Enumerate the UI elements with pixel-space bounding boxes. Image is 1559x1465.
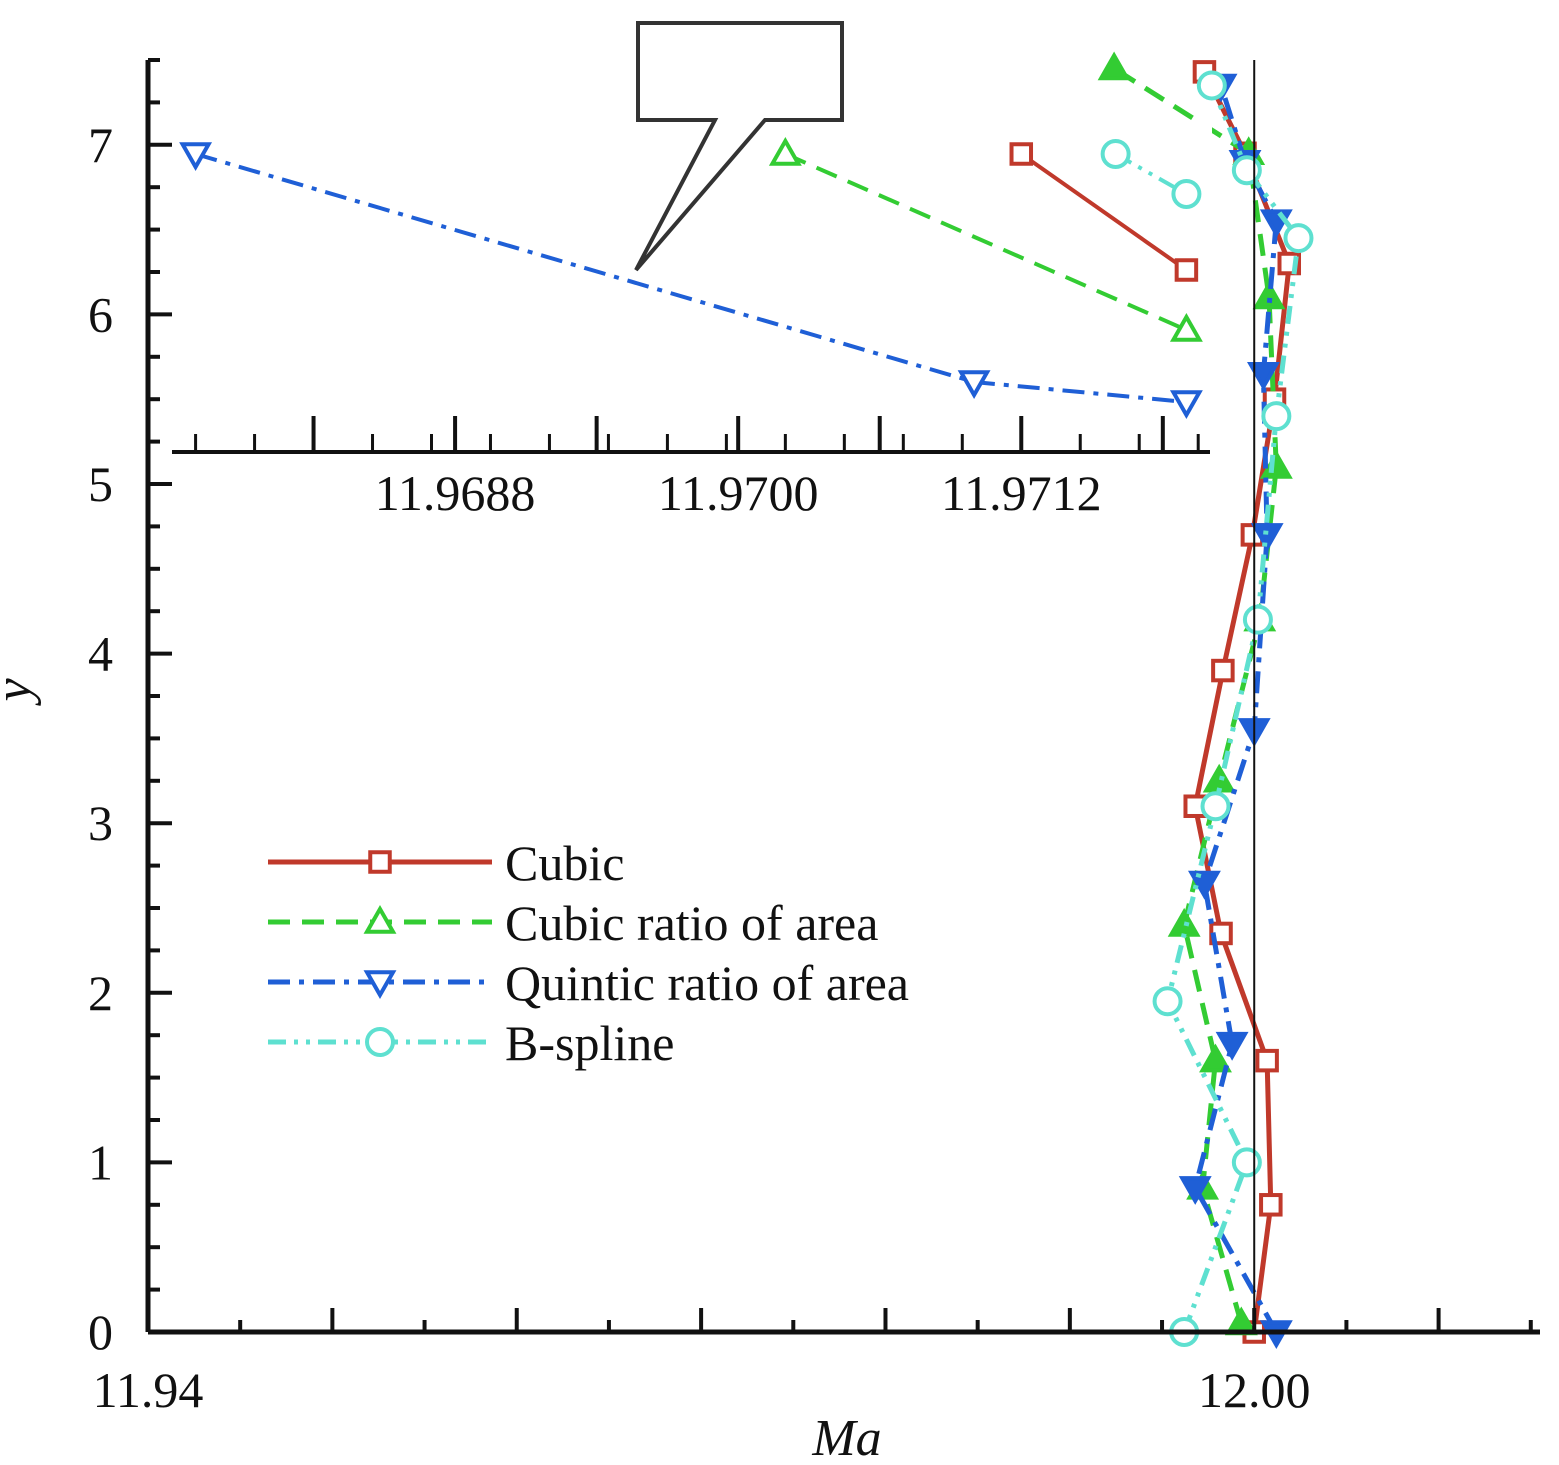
legend-label-b-spline: B-spline	[505, 1015, 674, 1071]
y-tick-label-3: 3	[88, 795, 113, 851]
data-point-cubic-2	[1255, 1048, 1279, 1073]
zoom-callout	[634, 21, 844, 272]
y-tick-label-5: 5	[88, 456, 113, 512]
inset-series-group	[179, 136, 1203, 420]
zoom-inset: 11.9688 11.9700 11.9712	[172, 120, 1212, 521]
inset-x-tick-label-11-9700: 11.9700	[658, 465, 819, 521]
legend-marker-cubic-ratio-of-area	[363, 904, 397, 934]
y-tick-label-7: 7	[88, 117, 113, 173]
data-point-quintic-ratio-of-area-2	[1215, 1031, 1249, 1061]
data-point-cubic-1	[1259, 1193, 1283, 1217]
legend-marker-cubic	[368, 850, 392, 874]
legend-marker-quintic-ratio-of-area	[363, 970, 397, 1000]
inset-data-point-cubic-ratio-of-area-0	[768, 136, 802, 166]
data-point-quintic-ratio-of-area-3	[1187, 870, 1221, 900]
inset-background	[172, 120, 1212, 456]
y-tick-label-1: 1	[88, 1134, 113, 1190]
y-tick-label-6: 6	[88, 286, 113, 342]
x-tick-label-12-00: 12.00	[1198, 1362, 1311, 1418]
y-tick-label-4: 4	[88, 626, 113, 682]
data-point-b-spline-6	[1283, 223, 1314, 254]
inset-data-point-quintic-ratio-of-area-2	[1169, 390, 1203, 420]
data-point-b-spline-7	[1231, 155, 1262, 186]
x-axis-title: Ma	[811, 1410, 881, 1465]
inset-data-point-cubic-ratio-of-area-1	[1169, 312, 1203, 342]
y-tick-label-0: 0	[88, 1304, 113, 1360]
data-point-b-spline-1	[1231, 1147, 1262, 1178]
y-axis-title: y	[0, 678, 42, 707]
y-tick-label-2: 2	[88, 965, 113, 1021]
inset-series-line-cubic	[1020, 152, 1188, 272]
main-plot-area: 0 1 2 3 4 5 6 7 11.94 12.00	[88, 51, 1540, 1418]
x-tick-label-11-94: 11.94	[93, 1362, 204, 1418]
data-point-cubic-ratio-of-area-2	[1199, 1043, 1232, 1073]
inset-data-point-quintic-ratio-of-area-0	[179, 142, 213, 172]
inset-axes: 11.9688 11.9700 11.9712	[172, 416, 1210, 521]
data-point-quintic-ratio-of-area-6	[1246, 362, 1280, 391]
inset-data-point-b-spline-1	[1171, 179, 1202, 209]
inset-data-point-cubic-0	[1009, 142, 1034, 166]
inset-series-line-cubic-ratio-of-area	[784, 152, 1188, 332]
data-point-quintic-ratio-of-area-5	[1250, 523, 1284, 552]
inset-data-point-b-spline-0	[1100, 139, 1131, 169]
data-point-b-spline-4	[1242, 604, 1273, 635]
data-point-quintic-ratio-of-area-1	[1178, 1176, 1212, 1205]
legend-marker-b-spline	[365, 1027, 395, 1057]
legend-label-quintic-ratio-of-area: Quintic ratio of area	[505, 955, 909, 1011]
legend-label-cubic: Cubic	[505, 835, 624, 891]
data-point-cubic-ratio-of-area-7	[1252, 280, 1286, 310]
inset-x-tick-label-11-9712: 11.9712	[941, 465, 1102, 521]
inset-data-point-quintic-ratio-of-area-1	[957, 370, 991, 400]
callout-box	[634, 21, 844, 272]
inset-data-point-cubic-1	[1174, 258, 1199, 282]
data-point-b-spline-5	[1261, 401, 1292, 432]
legend-label-cubic-ratio-of-area: Cubic ratio of area	[505, 895, 878, 951]
data-point-b-spline-2	[1152, 986, 1183, 1017]
data-point-cubic-5	[1211, 658, 1235, 683]
main-axes: 0 1 2 3 4 5 6 7 11.94 12.00	[88, 58, 1540, 1418]
data-point-b-spline-3	[1200, 791, 1231, 822]
data-point-cubic-ratio-of-area-9	[1097, 51, 1131, 81]
data-point-b-spline-8	[1196, 70, 1227, 101]
inset-x-tick-label-11-9688: 11.9688	[375, 465, 536, 521]
